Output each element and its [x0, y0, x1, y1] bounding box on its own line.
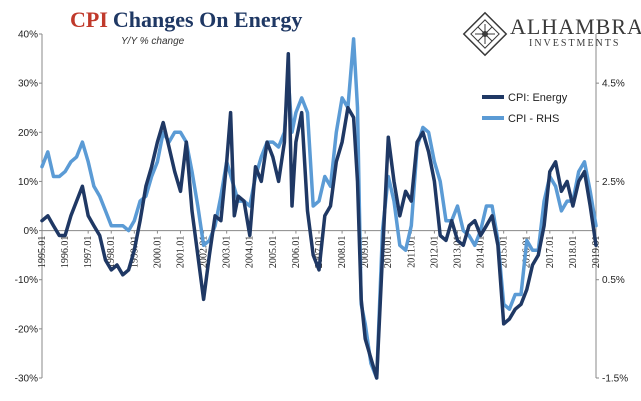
right-tick-label: 0.5% [602, 275, 625, 286]
left-tick-label: 0% [24, 226, 39, 237]
x-tick-label: 2019.01 [591, 236, 602, 268]
x-tick-label: 1998.01 [106, 236, 117, 268]
x-tick-label: 2015.01 [499, 236, 510, 269]
x-tick-label: 2003.01 [222, 236, 233, 269]
left-tick-label: -20% [15, 324, 38, 335]
logo-name: ALHAMBRA [510, 14, 641, 39]
alhambra-logo: ALHAMBRA INVESTMENTS [462, 11, 641, 57]
left-tick-label: 10% [18, 177, 38, 188]
x-tick-label: 2013.01 [453, 236, 464, 268]
series-line-energy [40, 51, 598, 380]
x-tick-label: 2008.01 [337, 236, 348, 268]
right-tick-label: 4.5% [602, 79, 625, 90]
left-tick-label: -30% [15, 374, 38, 385]
x-tick-label: 2009.01 [360, 236, 371, 268]
right-tick-label: -1.5% [602, 374, 628, 385]
x-tick-label: 1996.01 [60, 236, 71, 268]
x-tick-label: 2010.01 [383, 236, 394, 268]
series-layer [40, 37, 598, 380]
left-tick-label: 30% [18, 79, 38, 90]
right-tick-label: 2.5% [602, 177, 625, 188]
x-tick-label: 2014.01 [476, 236, 487, 269]
plot-area: 40% 30% 20% 10% 0% -10% -20% -30% 4.5% 2.5% 0.5% -1… [15, 30, 629, 385]
x-tick-label: 2002.01 [199, 236, 210, 268]
x-tick-label: 2000.01 [152, 236, 163, 268]
left-tick-label: 40% [18, 30, 38, 41]
x-tick-label: 2004.01 [245, 236, 256, 268]
x-tick-label: 2005.01 [268, 236, 279, 268]
legend-label-cpi: CPI - RHS [508, 113, 559, 125]
left-tick-label: -10% [15, 275, 38, 286]
chart-subtitle: Y/Y % change [121, 36, 185, 47]
left-tick-label: 20% [18, 128, 38, 139]
legend-label-energy: CPI: Energy [508, 92, 568, 104]
logo-tagline: INVESTMENTS [529, 38, 620, 49]
chart-title: CPI Changes On Energy [70, 7, 302, 32]
x-tick-label: 1997.01 [83, 236, 94, 268]
chart-title-rest: Changes On Energy [113, 7, 302, 32]
x-tick-label: 2012.01 [429, 236, 440, 268]
x-tick-label: 1995.01 [37, 236, 48, 268]
legend: CPI: Energy CPI - RHS [482, 92, 568, 125]
series-line-cpi [40, 37, 598, 380]
x-tick-label: 2017.01 [545, 236, 556, 268]
x-tick-label: 2001.01 [176, 236, 187, 268]
x-tick-label: 2018.01 [568, 236, 579, 268]
chart-title-cpi: CPI [70, 7, 108, 32]
x-tick-label: 2011.01 [406, 236, 417, 268]
logo-emblem-icon [462, 11, 508, 57]
x-tick-label: 2006.01 [291, 236, 302, 268]
